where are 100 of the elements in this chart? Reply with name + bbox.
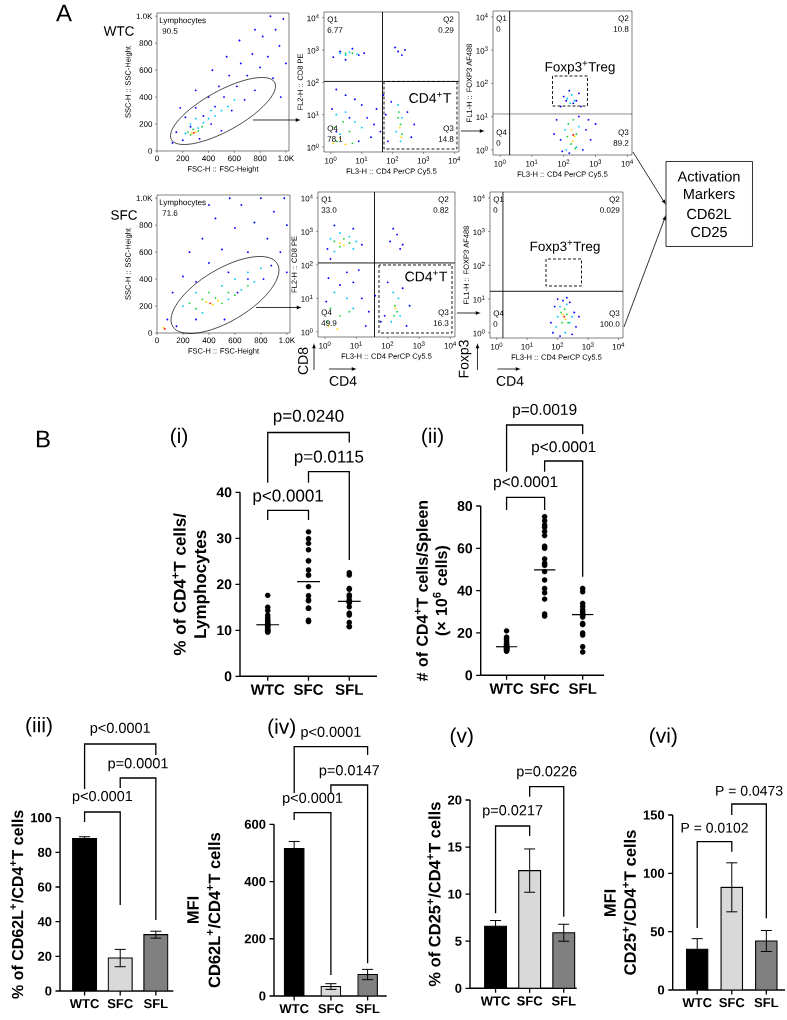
x-tick-label: WTC — [250, 684, 285, 695]
y-tick-label: 80 — [37, 847, 52, 857]
text: p=0.0001 — [108, 758, 168, 772]
y-tick-label: 400 — [139, 94, 153, 100]
x-tick-label: 10$^{2}$ — [381, 341, 394, 349]
text: p<0.0001 — [301, 726, 361, 740]
x-tick-label: 0 — [155, 155, 159, 162]
chart-title: (i) — [170, 427, 188, 448]
annotation: Q3 — [609, 310, 620, 318]
x-tick-label: 10$^{1}$ — [356, 156, 368, 164]
x-tick-label: 10$^{1}$ — [350, 341, 362, 349]
y-tick-label: 800 — [139, 40, 153, 47]
x-tick-label: 10$^{3}$ — [589, 159, 602, 167]
annotation: Q4 — [321, 309, 332, 317]
y-tick-label: 20 — [37, 951, 52, 961]
annotation: 0 — [493, 207, 498, 213]
annotation: 6.77 — [327, 27, 343, 33]
x-tick-label: 400 — [202, 337, 216, 344]
text: MFI — [604, 889, 616, 917]
x-tick-label: WTC — [279, 1004, 309, 1014]
y-tick-label: 10$^{0}$ — [473, 329, 485, 337]
x-tick-label: SFC — [719, 998, 745, 1008]
y-tick-label: 60 — [37, 882, 52, 892]
y-tick-label: 1.0K — [136, 13, 153, 20]
y-tick-label: 0 — [657, 985, 665, 995]
annotation: Q1 — [321, 196, 332, 204]
y-tick-label: 0 — [148, 148, 153, 154]
x-tick-label: 10$^{3}$ — [582, 342, 594, 350]
y-tick-label: 10 — [217, 625, 232, 636]
y-tick-label: 10$^{2}$ — [476, 79, 488, 87]
x-tick-label: SFC — [517, 996, 543, 1006]
text: MFI — [187, 896, 199, 924]
x-tick-label: 10$^{1}$ — [526, 159, 538, 167]
x-tick-label: SFL — [754, 998, 779, 1008]
x-tick-label: 10$^{4}$ — [612, 342, 625, 350]
y-tick-label: 1.0K — [136, 195, 153, 202]
text: p=0.0147 — [319, 765, 379, 779]
annotation: Q4 — [493, 310, 504, 318]
text: P = 0.0473 — [716, 785, 783, 796]
annotation: Foxp3$^{+}$Treg — [530, 240, 600, 254]
annotation: 0 — [496, 26, 501, 32]
y-tick-label: 0 — [224, 671, 232, 682]
text: CD25 — [691, 226, 727, 238]
y-tick-label: 200 — [139, 121, 153, 127]
x-tick-label: 10$^{4}$ — [621, 159, 634, 167]
y-tick-label: 10$^{1}$ — [301, 294, 313, 302]
y-tick-label: 600 — [139, 249, 153, 255]
annotation: Q1 — [496, 15, 507, 23]
annotation: Q1 — [493, 196, 504, 204]
text: SFC — [111, 210, 137, 220]
annotation: 49.9 — [321, 320, 337, 326]
y-tick-label: 10$^{4}$ — [476, 13, 488, 21]
x-tick-label: 10$^{2}$ — [386, 156, 399, 164]
annotation: Q2 — [609, 196, 620, 204]
text: p<0.0001 — [90, 722, 150, 736]
y-tick-label: 10$^{1}$ — [473, 295, 485, 303]
x-tick-label: WTC — [480, 996, 511, 1006]
x-tick-label: SFL — [551, 996, 576, 1006]
annotation: 100.0 — [600, 321, 620, 327]
y-tick-label: 20 — [216, 579, 232, 590]
annotation: p<0.0001 — [253, 489, 323, 505]
text: p=0.0240 — [273, 409, 344, 426]
annotation: 0 — [496, 140, 501, 146]
chart-title: (ii) — [422, 427, 443, 448]
y-tick-label: 400 — [139, 276, 153, 282]
x-tick-label: SFC — [293, 684, 324, 695]
text: p<0.0001 — [532, 441, 596, 456]
annotation: Lymphocytes — [159, 17, 206, 25]
annotation: Lymphocytes — [159, 199, 206, 207]
text: p<0.0001 — [494, 476, 558, 491]
text: Foxp3 — [458, 340, 472, 378]
y-tick-label: 10 — [448, 889, 462, 899]
x-tick-label: 200 — [176, 155, 190, 162]
x-tick-label: 400 — [202, 155, 215, 162]
annotation: p=0.0217 — [483, 805, 543, 819]
x-tick-label: 1.0K — [279, 337, 296, 344]
y-tick-label: 200 — [244, 934, 266, 944]
annotation: Foxp3$^{+}$Treg — [545, 60, 615, 75]
text: p<0.0001 — [72, 790, 133, 805]
annotation: 0.82 — [433, 207, 449, 213]
y-tick-label: 10$^{3}$ — [301, 227, 313, 235]
y-tick-label: 15 — [448, 842, 462, 852]
annotation: Q4 — [327, 125, 338, 133]
y-tick-label: 100 — [31, 813, 52, 823]
x-tick-label: 10$^{0}$ — [490, 342, 503, 350]
chart-title: (iii) — [26, 716, 52, 737]
annotation: 14.8 — [438, 136, 454, 142]
x-tick-label: 10$^{2}$ — [557, 159, 570, 167]
y-tick-label: 50 — [650, 927, 665, 937]
x-tick-label: 10$^{0}$ — [494, 159, 506, 167]
x-tick-label: WTC — [682, 998, 712, 1008]
x-tick-label: 600 — [228, 337, 242, 344]
y-tick-label: 600 — [139, 67, 153, 73]
annotation: 90.5 — [162, 28, 178, 34]
y-tick-label: 150 — [643, 810, 665, 820]
x-tick-label: SFC — [318, 1004, 344, 1014]
annotation: 71.6 — [162, 210, 178, 216]
y-tick-label: 10$^{2}$ — [307, 78, 319, 86]
y-tick-label: 10$^{3}$ — [476, 46, 488, 54]
y-tick-label: 10$^{0}$ — [301, 328, 313, 336]
